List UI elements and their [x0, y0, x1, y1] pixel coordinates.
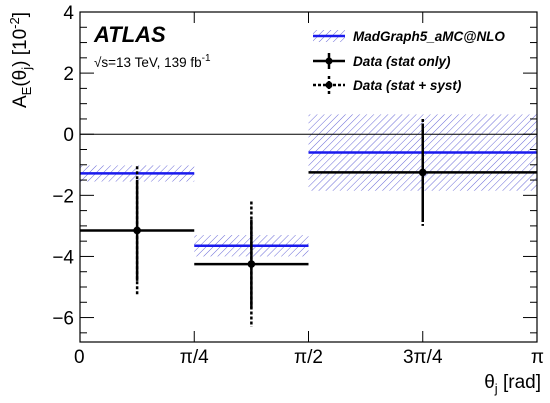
energy-lumi-label: √s=13 TeV, 139 fb-1: [94, 53, 211, 70]
legend-label-mc: MadGraph5_aMC@NLO: [353, 29, 505, 44]
data-point-2: [418, 168, 427, 177]
x-tick-label-2: π/2: [294, 347, 323, 368]
y-tick-label-1: 2: [63, 64, 74, 85]
legend-label-data-stat: Data (stat only): [353, 54, 451, 69]
x-axis-title: θj [rad]: [484, 372, 541, 396]
legend: MadGraph5_aMC@NLO Data (stat only) Data …: [313, 29, 505, 94]
x-tick-label-0: 0: [74, 347, 85, 368]
x-tick-label-1: π/4: [180, 347, 209, 368]
x-tick-label-3: 3π/4: [403, 347, 443, 368]
legend-entry-data-stat: Data (stat only): [313, 53, 451, 69]
legend-entry-mc: MadGraph5_aMC@NLO: [313, 29, 505, 44]
y-axis-title: AE(θj) [10-2]: [7, 12, 34, 108]
y-tick-label-4: −4: [52, 247, 74, 268]
legend-entry-data-total: Data (stat + syst): [313, 76, 462, 94]
y-tick-label-2: 0: [63, 125, 74, 146]
data-point-1: [247, 260, 256, 268]
x-tick-label-4: π: [531, 347, 544, 368]
data-points: [80, 118, 538, 327]
data-point-0: [133, 226, 141, 235]
legend-label-data-total: Data (stat + syst): [353, 78, 462, 93]
experiment-label: ATLAS: [93, 22, 166, 47]
axis-ticks: 0 π/4 π/2 3π/4 π 4 2 0 −2 −4 −6: [52, 3, 544, 368]
y-tick-label-3: −2: [52, 186, 74, 207]
mc-uncertainty-bands: [80, 114, 538, 257]
y-tick-label-5: −6: [52, 309, 74, 330]
y-tick-label-0: 4: [63, 3, 74, 24]
